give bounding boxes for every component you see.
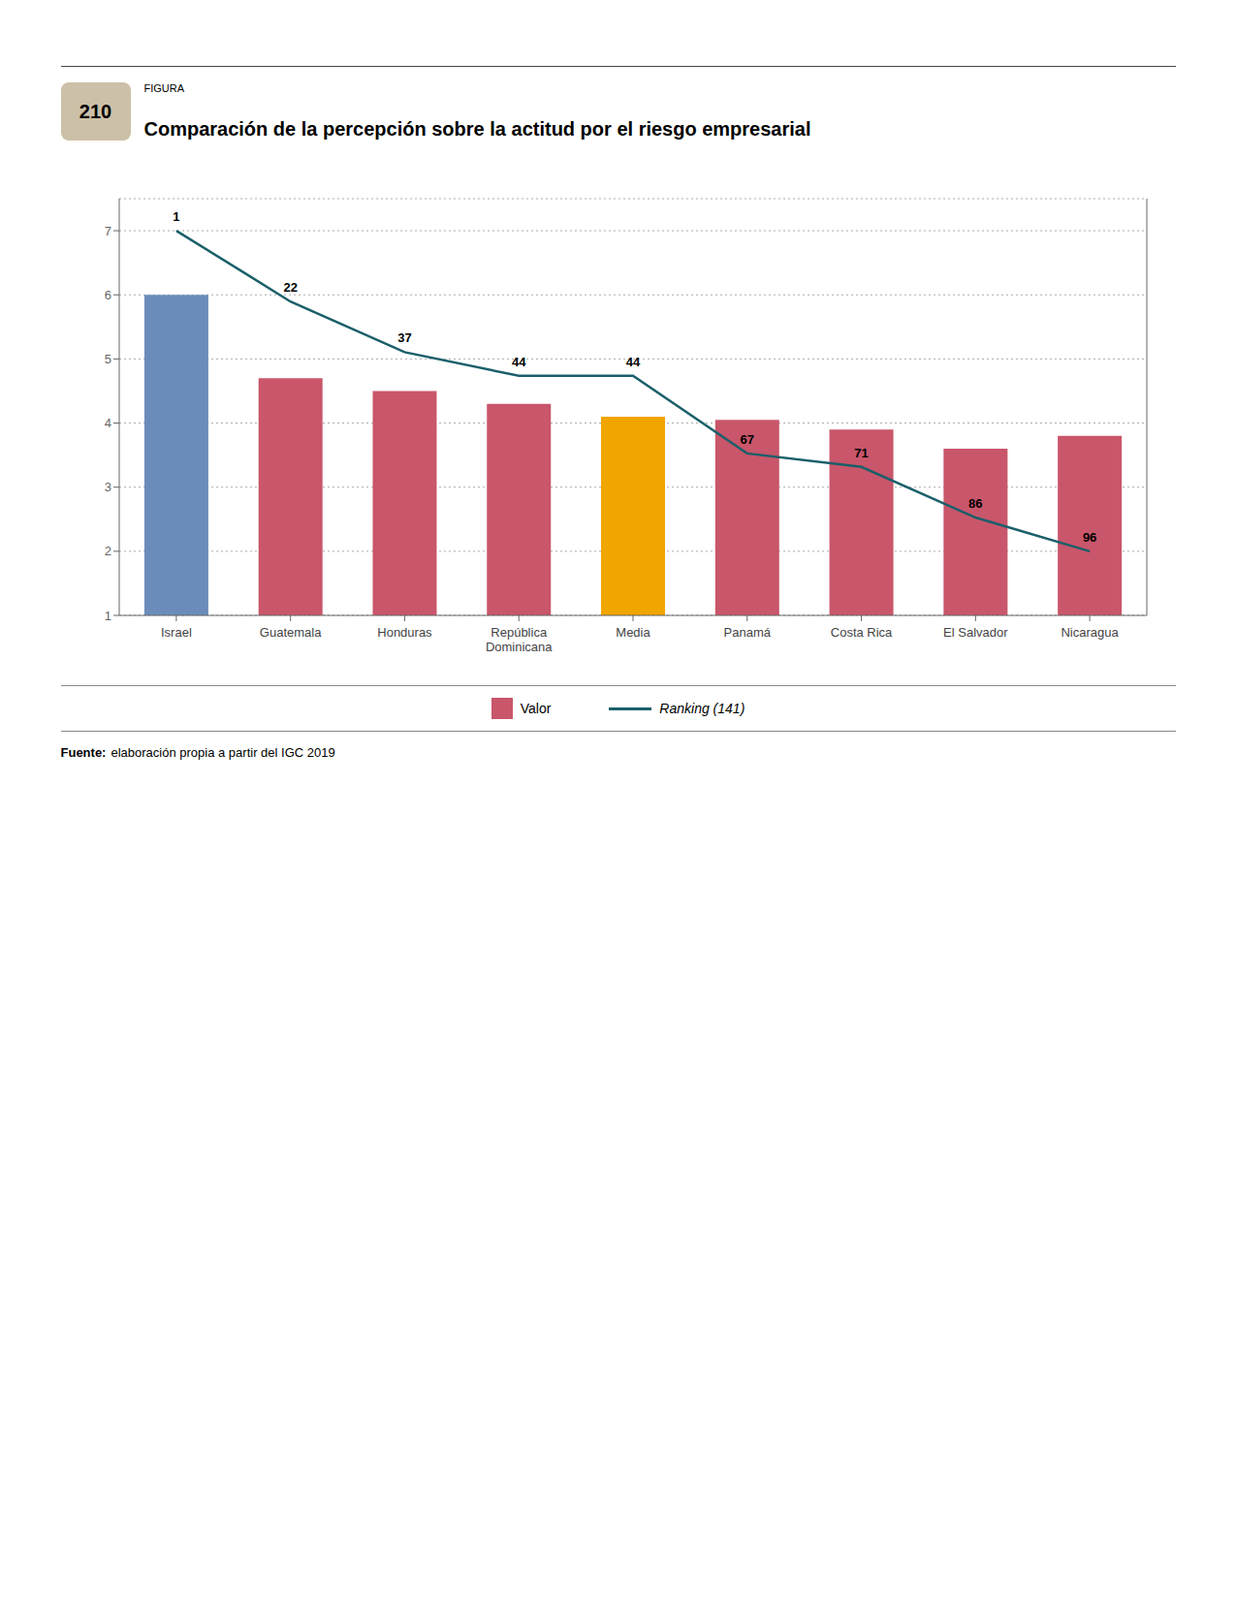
svg-text:71: 71 bbox=[854, 445, 868, 461]
svg-text:Panamá: Panamá bbox=[723, 625, 771, 640]
html-text:Ranking (141): Ranking (141) bbox=[659, 700, 745, 717]
html-text:210: 210 bbox=[79, 100, 112, 122]
html-text:Valor: Valor bbox=[520, 700, 552, 717]
svg-text:6: 6 bbox=[103, 287, 111, 303]
svg-text:El Salvador: El Salvador bbox=[943, 625, 1009, 640]
svg-text:1: 1 bbox=[172, 209, 180, 224]
html-text:FIGURA: FIGURA bbox=[143, 82, 185, 95]
svg-text:Honduras: Honduras bbox=[377, 625, 433, 640]
html-text:Comparación de la percepción s: Comparación de la percepción sobre la ac… bbox=[143, 118, 811, 140]
html-text:Fuente: elaboración propia a p: Fuente: elaboración propia a partir del … bbox=[60, 745, 336, 761]
svg-text:1: 1 bbox=[103, 608, 111, 624]
svg-text:5: 5 bbox=[103, 351, 111, 367]
svg-text:22: 22 bbox=[283, 280, 297, 295]
svg-text:37: 37 bbox=[397, 330, 412, 346]
svg-text:67: 67 bbox=[739, 432, 754, 447]
svg-text:2: 2 bbox=[103, 543, 111, 559]
svg-text:96: 96 bbox=[1081, 530, 1096, 545]
svg-text:Costa Rica: Costa Rica bbox=[829, 625, 892, 640]
svg-text:Nicaragua: Nicaragua bbox=[1060, 625, 1119, 640]
svg-text:4: 4 bbox=[103, 415, 111, 431]
svg-text:44: 44 bbox=[510, 354, 526, 370]
svg-text:Israel: Israel bbox=[159, 625, 191, 640]
svg-text:44: 44 bbox=[625, 354, 640, 370]
svg-text:7: 7 bbox=[103, 223, 111, 239]
svg-text:86: 86 bbox=[968, 496, 983, 511]
svg-text:Media: Media bbox=[615, 625, 651, 640]
svg-text:RepúblicaDominicana: RepúblicaDominicana bbox=[484, 625, 552, 655]
svg-text:Guatemala: Guatemala bbox=[258, 625, 321, 640]
svg-text:3: 3 bbox=[103, 479, 111, 495]
